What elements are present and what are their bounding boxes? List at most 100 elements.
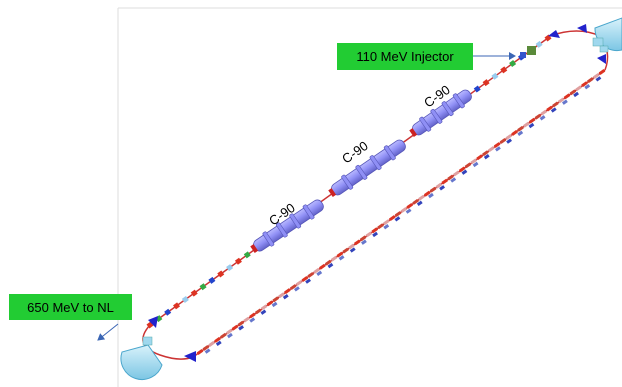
quadrupole-icon [307,271,315,278]
quadrupole-icon [592,73,600,80]
magnet-icon [226,264,234,272]
dipole-icon [517,130,524,136]
dipole-icon [450,177,457,183]
dipole-icon [394,216,401,222]
dipole-icon [584,84,591,90]
quadrupole-icon [336,251,344,258]
dipole-icon [562,99,568,105]
extraction-callout: 650 MeV to NL [9,294,132,320]
magnet-icon [190,289,198,297]
quadrupole-icon [522,121,530,128]
dipole-icon [506,138,512,144]
quadrupole-icon [359,235,367,242]
quadrupole-icon [557,97,565,104]
magnet-icon [164,308,172,316]
dipole-icon [461,169,468,175]
quadrupole-icon [528,117,536,124]
quadrupole-icon [546,105,553,112]
quadrupole-icon [464,162,472,169]
dipole-icon [338,255,345,261]
quadrupole-icon [470,158,478,165]
dipole-icon [316,270,323,276]
dipole-icon [383,224,390,230]
quadrupole-icon [429,186,437,193]
quadrupole-icon [458,166,466,173]
quadrupole-icon [598,69,606,75]
quadrupole-icon [260,304,268,311]
dipole-icon [260,309,267,315]
quadrupole-icon [406,202,414,209]
quadrupole-icon [214,336,221,343]
quadrupole-icon [249,312,256,319]
quadrupole-icon [599,45,609,53]
dipole-icon [405,208,412,214]
quadrupole-icon [517,125,524,132]
quadrupole-icon [219,332,227,339]
quadrupole-icon [284,288,291,295]
quadrupole-icon [388,215,396,222]
dipole-icon [439,185,445,191]
dipole-icon [215,340,222,346]
dipole-icon [204,348,211,354]
quadrupole-icon [254,308,262,315]
dipole-icon [305,278,311,284]
return-dipole-lattice [204,76,602,354]
magnet-icon [473,85,481,93]
quadrupole-icon [476,154,483,161]
quadrupole-icon [301,276,309,282]
quadrupole-icon [196,349,204,355]
dipole-icon [227,332,233,339]
cryomodule-3 [409,89,472,137]
magnet-icon [173,302,181,310]
dipole-icon [238,325,244,331]
dipole-icon [539,115,546,121]
dipole-icon [148,316,158,328]
quadrupole-icon [499,138,507,144]
dipole-icon [249,317,256,323]
magnet-icon [217,270,225,278]
dipole-icon [548,30,560,38]
dipole-icon [495,146,501,152]
quadrupole-icon [324,259,332,266]
magnet-icon [208,276,216,284]
quadrupole-icon [505,133,513,140]
dipole-icon [528,122,535,129]
quadrupole-icon [534,113,542,120]
dipole-icon [282,294,289,300]
magnet-icon [535,40,543,48]
quadrupole-icon [348,243,355,250]
quadrupole-icon [377,223,384,230]
quadrupole-icon [142,336,153,346]
quadrupole-icon [575,85,583,92]
dipole-icon [577,24,587,33]
linac-magnet-lattice [146,34,552,329]
injector-icon [527,46,536,55]
magnet-icon [482,79,490,87]
quadrupole-icon [511,129,518,136]
quadrupole-icon [243,316,250,323]
west-spreader-icon [120,344,163,381]
magnet-icon [509,60,517,68]
magnet-icon [243,251,251,259]
dipole-icon [294,286,300,292]
quadrupole-icon [569,89,577,96]
dipole-icon [416,200,423,206]
dipole-icon [327,262,334,269]
dipole-icon [483,154,490,160]
quadrupole-icon [540,109,548,116]
quadrupole-icon [319,263,326,270]
quadrupole-icon [225,328,233,335]
dipole-icon [428,192,434,199]
quadrupole-icon [441,178,449,185]
quadrupole-icon [313,267,320,274]
quadrupole-icon [552,101,559,108]
quadrupole-icon [487,146,495,153]
injector-magnet-icon [520,52,526,58]
quadrupole-icon [435,182,443,189]
quadrupole-icon [202,344,210,351]
quadrupole-icon [423,190,431,197]
quadrupole-icon [447,174,454,181]
dipole-icon [361,239,367,245]
